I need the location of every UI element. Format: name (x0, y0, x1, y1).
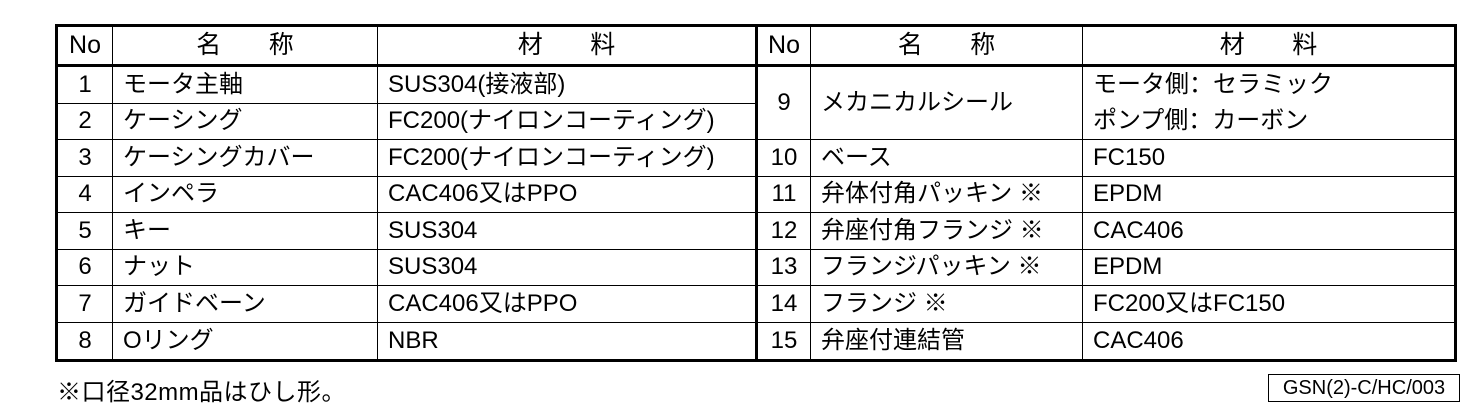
row12-no: 12 (758, 213, 811, 250)
row14-material: FC200又はFC150 (1083, 286, 1454, 323)
row3-name: ケーシングカバー (113, 140, 378, 177)
row14-name: フランジ ※ (811, 286, 1083, 323)
row5-name: キー (113, 213, 378, 250)
row11-name: 弁体付角パッキン ※ (811, 176, 1083, 213)
row15-material: CAC406 (1093, 326, 1184, 354)
document-number-box: GSN(2)-C/HC/003 (1268, 374, 1460, 402)
row7-no: 7 (58, 286, 113, 323)
row13-material: EPDM (1083, 250, 1454, 286)
parts-materials-table: No 名 称 材 料 No 名 称 材 料 1 モータ主軸 SUS304(接液部… (55, 24, 1457, 362)
row12-material: CAC406 (1083, 213, 1454, 250)
row13-name: フランジパッキン ※ (811, 249, 1083, 286)
row1-material: SUS304(接液部) (378, 67, 758, 104)
row3-no: 3 (58, 140, 113, 177)
row10-no: 10 (758, 140, 811, 177)
row9-material-line2: ポンプ側：カーボン (1093, 106, 1309, 134)
row10-material: FC150 (1083, 140, 1454, 177)
row7-material: CAC406又はPPO (378, 286, 758, 323)
left-header-name: 名 称 (113, 27, 378, 67)
right-header-no: No (758, 27, 811, 67)
row5-no: 5 (58, 213, 113, 250)
row6-no: 6 (58, 249, 113, 286)
row1-name: モータ主軸 (113, 67, 378, 104)
row6-name: ナット (113, 249, 378, 286)
document-number: GSN(2)-C/HC/003 (1282, 376, 1446, 399)
row9-no: 9 (758, 67, 811, 140)
row2-material: FC200(ナイロンコーティング) (378, 103, 758, 140)
row2-no: 2 (58, 103, 113, 140)
footnote: ※口径32mm品はひし形。 (57, 379, 346, 406)
row4-material: CAC406又はPPO (378, 176, 758, 213)
row4-name: インペラ (113, 176, 378, 213)
right-header-material: 材 料 (1083, 27, 1454, 67)
row6-material: SUS304 (378, 249, 758, 286)
row1-no: 1 (58, 67, 113, 104)
row9-material: モータ側：セラミック ポンプ側：カーボン (1083, 67, 1454, 140)
left-header-no: No (58, 27, 113, 67)
row12-name: 弁座付角フランジ ※ (811, 213, 1083, 250)
left-header-material: 材 料 (378, 27, 758, 67)
row3-material: FC200(ナイロンコーティング) (378, 140, 758, 177)
row15-name: 弁座付連結管 (811, 322, 1083, 359)
row11-no: 11 (758, 176, 811, 213)
row10-name: ベース (811, 140, 1083, 177)
row9-name: メカニカルシール (811, 67, 1083, 140)
row13-no: 13 (758, 249, 811, 286)
row14-no: 14 (758, 286, 811, 323)
row4-no: 4 (58, 176, 113, 213)
row15-no: 15 (758, 322, 811, 359)
row7-name: ガイドベーン (113, 286, 378, 323)
row9-material-line1: モータ側：セラミック (1093, 70, 1333, 98)
row8-no: 8 (58, 322, 113, 359)
row11-material: EPDM (1083, 177, 1454, 213)
row8-material: NBR (378, 322, 758, 359)
row8-name: Oリング (113, 322, 378, 359)
right-header-name: 名 称 (811, 27, 1083, 67)
row5-material: SUS304 (378, 213, 758, 250)
row2-name: ケーシング (113, 103, 378, 140)
